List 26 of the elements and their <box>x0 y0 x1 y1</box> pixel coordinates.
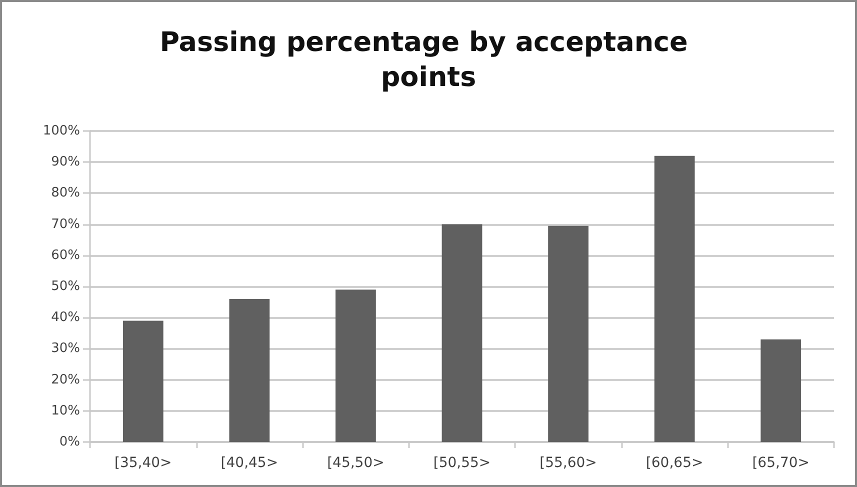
x-tick-label: [65,70> <box>752 455 810 471</box>
x-tick-label: [50,55> <box>433 455 491 471</box>
y-tick-label: 40% <box>51 310 80 326</box>
bar <box>442 224 482 442</box>
y-tick-label: 20% <box>51 372 80 388</box>
x-tick-label: [45,50> <box>327 455 384 471</box>
y-tick-label: 50% <box>51 279 80 294</box>
bar <box>548 226 588 442</box>
x-tick-label: [55,60> <box>540 455 597 471</box>
y-tick-label: 70% <box>51 216 80 232</box>
bar <box>654 156 695 442</box>
x-tick-label: [60,65> <box>646 455 704 471</box>
y-tick-label: 30% <box>51 341 80 356</box>
bar <box>229 298 270 442</box>
y-tick-label: 0% <box>59 434 80 450</box>
bar <box>760 339 802 442</box>
y-tick-label: 10% <box>51 403 80 418</box>
chart-title: Passing percentage by acceptance points <box>160 27 698 93</box>
x-tick-label: [35,40> <box>114 455 172 471</box>
y-tick-label: 80% <box>51 186 80 201</box>
bar <box>122 320 164 442</box>
y-tick-label: 60% <box>51 248 80 263</box>
bar <box>336 290 376 442</box>
y-tick-label: 100% <box>42 124 80 138</box>
y-tick-label: 90% <box>51 154 80 170</box>
x-tick-label: [40,45> <box>220 455 278 471</box>
